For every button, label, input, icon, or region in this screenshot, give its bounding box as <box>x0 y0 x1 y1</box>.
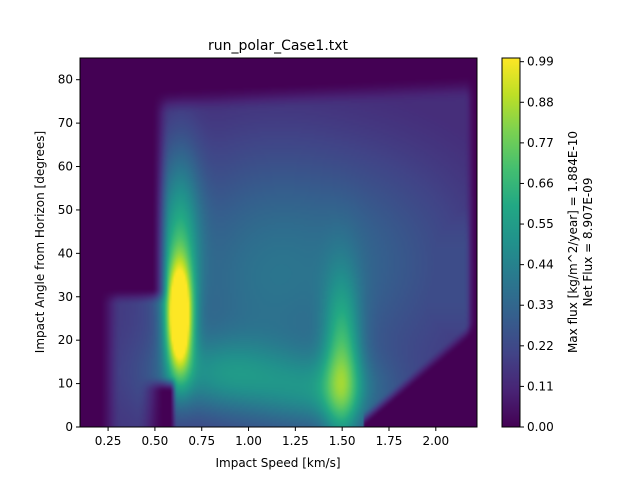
y-tick-label: 20 <box>58 333 73 347</box>
x-tick-label: 0.25 <box>95 434 122 448</box>
colorbar-tick-label: 0.44 <box>527 258 554 272</box>
colorbar-frame <box>501 57 521 428</box>
colorbar-tick-label: 0.99 <box>527 55 554 69</box>
plot-frame <box>79 57 478 428</box>
y-tick-label: 70 <box>58 116 73 130</box>
colorbar-tick-label: 0.88 <box>527 95 554 109</box>
y-tick-label: 80 <box>58 73 73 87</box>
colorbar-tick-label: 0.55 <box>527 217 554 231</box>
colorbar: 0.00 0.11 0.22 0.33 0.44 0.55 0.66 0.77 0.88 0.99… <box>501 55 595 434</box>
y-tick-label: 0 <box>65 420 73 434</box>
colorbar-label-line2: Net Flux = 8.907E-09 <box>581 177 595 306</box>
x-tick-label: 0.50 <box>142 434 169 448</box>
colorbar-ticks: 0.00 0.11 0.22 0.33 0.44 0.55 0.66 0.77 0.88 0.99 <box>520 55 554 434</box>
plot-area <box>79 57 478 428</box>
colorbar-label-line1: Max flux [kg/m^2/year] = 1.884E-10 <box>566 131 580 353</box>
colorbar-tick-label: 0.00 <box>527 420 554 434</box>
y-tick-label: 60 <box>58 160 73 174</box>
colorbar-tick-label: 0.11 <box>527 379 554 393</box>
x-tick-label: 0.75 <box>188 434 215 448</box>
y-axis-label: Impact Angle from Horizon [degrees] <box>33 131 47 353</box>
y-tick-label: 50 <box>58 203 73 217</box>
heatmap <box>80 58 477 427</box>
x-axis-label: Impact Speed [km/s] <box>215 456 340 470</box>
colorbar-tick-label: 0.77 <box>527 136 554 150</box>
y-axis: 0 10 20 30 40 50 60 70 80 <box>58 73 80 434</box>
x-axis: 0.25 0.50 0.75 1.00 1.25 1.50 1.75 2.00 <box>95 427 449 448</box>
y-tick-label: 10 <box>58 377 73 391</box>
x-tick-label: 2.00 <box>422 434 449 448</box>
colorbar-gradient <box>502 58 520 427</box>
x-tick-label: 1.75 <box>376 434 403 448</box>
y-tick-label: 30 <box>58 290 73 304</box>
y-tick-label: 40 <box>58 246 73 260</box>
chart-title: run_polar_Case1.txt <box>208 38 349 54</box>
x-tick-label: 1.25 <box>282 434 309 448</box>
colorbar-tick-label: 0.33 <box>527 298 554 312</box>
x-tick-label: 1.50 <box>329 434 356 448</box>
x-tick-label: 1.00 <box>235 434 262 448</box>
colorbar-tick-label: 0.22 <box>527 339 554 353</box>
colorbar-tick-label: 0.66 <box>527 176 554 190</box>
